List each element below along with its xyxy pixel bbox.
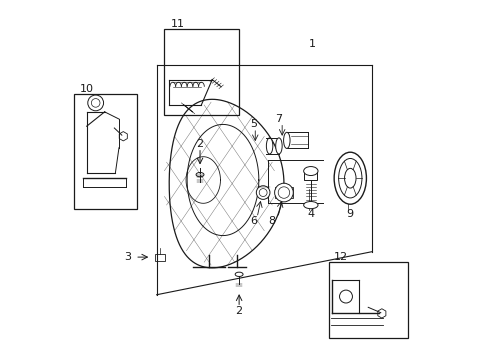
Text: 4: 4 [306,209,314,219]
Bar [74,94,137,209]
Ellipse shape [333,152,366,204]
Text: 6: 6 [249,216,256,226]
Ellipse shape [303,202,317,209]
Ellipse shape [303,167,317,176]
Bar [163,30,239,116]
Bar [304,171,317,180]
Bar [274,187,293,198]
Ellipse shape [275,138,282,154]
Text: 7: 7 [274,114,282,124]
Ellipse shape [274,183,293,202]
Text: 1: 1 [308,39,315,49]
Ellipse shape [256,186,269,199]
Bar [328,262,407,338]
Text: 2: 2 [235,306,242,316]
Text: 11: 11 [171,19,185,29]
Ellipse shape [266,138,272,154]
Text: 2: 2 [196,139,203,149]
Text: 3: 3 [124,252,131,262]
Text: 10: 10 [80,84,94,94]
Text: 9: 9 [346,209,353,219]
Text: 5: 5 [249,120,256,129]
Text: 8: 8 [267,216,274,226]
Ellipse shape [283,132,289,148]
Bar [155,253,164,261]
Text: 12: 12 [333,252,347,262]
